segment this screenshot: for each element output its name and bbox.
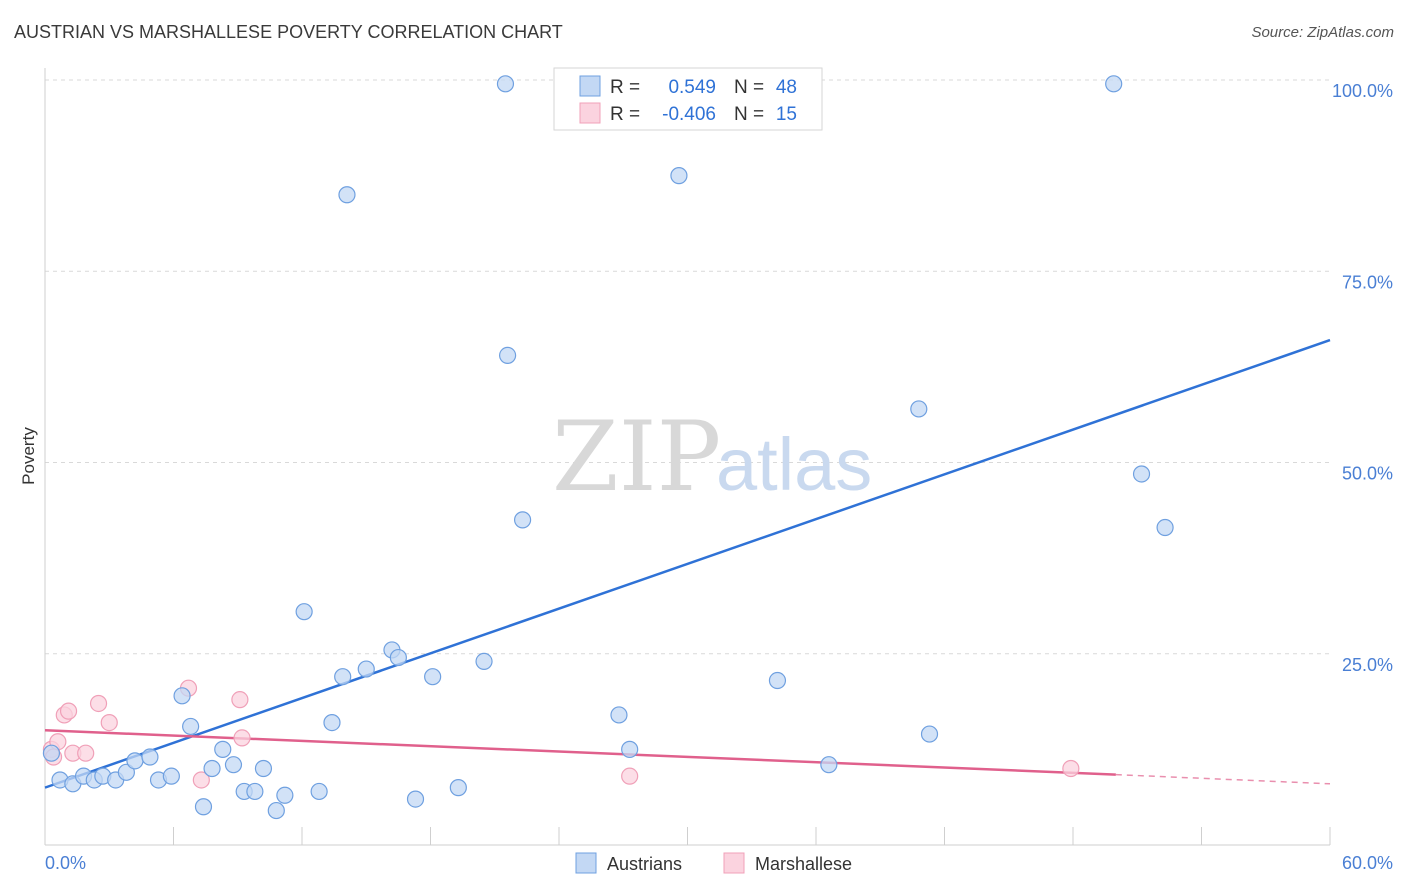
x-tick-label: 0.0%	[45, 853, 86, 873]
point-austrians	[357, 660, 375, 678]
source-label: Source: ZipAtlas.com	[1251, 24, 1394, 41]
grid	[45, 79, 1330, 655]
point-marshallese	[100, 713, 118, 732]
point-austrians	[295, 603, 313, 621]
point-marshallese	[192, 771, 210, 789]
point-austrians	[768, 671, 787, 690]
legend-r-value-austrians: 0.549	[668, 77, 716, 98]
watermark-atlas: atlas	[716, 423, 872, 506]
point-austrians	[224, 756, 243, 774]
point-austrians	[406, 790, 425, 808]
trend-line-marshallese	[44, 729, 1116, 776]
point-austrians	[267, 801, 285, 820]
legend-n-label-austrians: N =	[734, 77, 764, 98]
legend-r-value-marshallese: -0.406	[662, 104, 716, 125]
point-austrians	[1105, 75, 1123, 93]
point-austrians	[610, 706, 628, 724]
trend-line-austrians	[44, 338, 1331, 789]
chart-title: AUSTRIAN VS MARSHALLESE POVERTY CORRELAT…	[14, 22, 563, 42]
y-axis-title: Poverty	[19, 427, 38, 485]
point-austrians	[389, 648, 407, 667]
point-marshallese	[621, 767, 639, 785]
bottom-legend-label-austrians: Austrians	[607, 854, 682, 874]
point-austrians	[276, 786, 294, 804]
point-austrians	[182, 717, 200, 736]
point-austrians	[310, 782, 328, 801]
point-marshallese	[233, 729, 251, 747]
trend-line-marshallese-extension	[1115, 773, 1331, 785]
legend-r-label-marshallese: R =	[610, 104, 640, 125]
point-austrians	[513, 511, 532, 529]
point-austrians	[141, 748, 159, 766]
point-marshallese	[89, 694, 108, 713]
bottom-legend: Austrians Marshallese	[575, 852, 852, 874]
point-marshallese	[231, 691, 249, 709]
point-austrians	[334, 668, 352, 686]
point-austrians	[449, 779, 467, 797]
legend-n-label-marshallese: N =	[734, 104, 764, 125]
bottom-legend-swatch-marshallese	[723, 852, 745, 874]
point-austrians	[173, 687, 191, 705]
point-austrians	[214, 740, 232, 758]
point-austrians	[117, 763, 135, 781]
point-austrians	[126, 752, 144, 770]
point-austrians	[323, 713, 341, 732]
axes	[44, 68, 1331, 846]
point-austrians	[496, 75, 515, 93]
y-tick-label: 100.0%	[1332, 81, 1393, 101]
legend-swatch-marshallese	[579, 102, 601, 124]
bottom-legend-label-marshallese: Marshallese	[755, 854, 852, 874]
point-austrians	[254, 759, 273, 778]
point-austrians	[499, 346, 517, 364]
point-austrians	[194, 798, 213, 816]
y-tick-label: 75.0%	[1342, 272, 1393, 292]
point-austrians	[621, 740, 639, 758]
point-austrians	[338, 186, 356, 204]
legend-n-value-austrians: 48	[776, 77, 797, 98]
legend: R = 0.549 N = 48 R = -0.406 N = 15	[553, 67, 823, 131]
point-marshallese	[1062, 759, 1080, 778]
point-austrians	[820, 756, 838, 774]
point-austrians	[920, 725, 939, 743]
point-austrians	[1132, 465, 1151, 483]
legend-swatch-austrians	[579, 75, 601, 97]
data-points	[42, 75, 1174, 820]
point-austrians	[1156, 518, 1174, 537]
point-austrians	[246, 782, 264, 801]
point-austrians	[424, 668, 442, 686]
point-austrians	[42, 744, 61, 762]
point-marshallese	[59, 702, 78, 720]
tick-labels: 100.0% 75.0% 50.0% 25.0% 0.0% 60.0%	[45, 81, 1393, 873]
point-austrians	[162, 767, 180, 785]
point-austrians	[670, 167, 688, 185]
y-tick-label: 50.0%	[1342, 464, 1393, 484]
point-austrians	[475, 652, 493, 671]
watermark-zip: ZIP	[552, 401, 721, 513]
point-austrians	[910, 400, 928, 418]
watermark: ZIP atlas	[552, 401, 872, 513]
point-marshallese	[77, 744, 95, 762]
legend-n-value-marshallese: 15	[776, 104, 797, 125]
point-austrians	[203, 759, 221, 778]
x-tick-label: 60.0%	[1342, 853, 1393, 873]
bottom-legend-swatch-austrians	[575, 852, 597, 874]
trend-lines	[44, 338, 1331, 789]
legend-r-label-austrians: R =	[610, 77, 640, 98]
y-tick-label: 25.0%	[1342, 655, 1393, 675]
